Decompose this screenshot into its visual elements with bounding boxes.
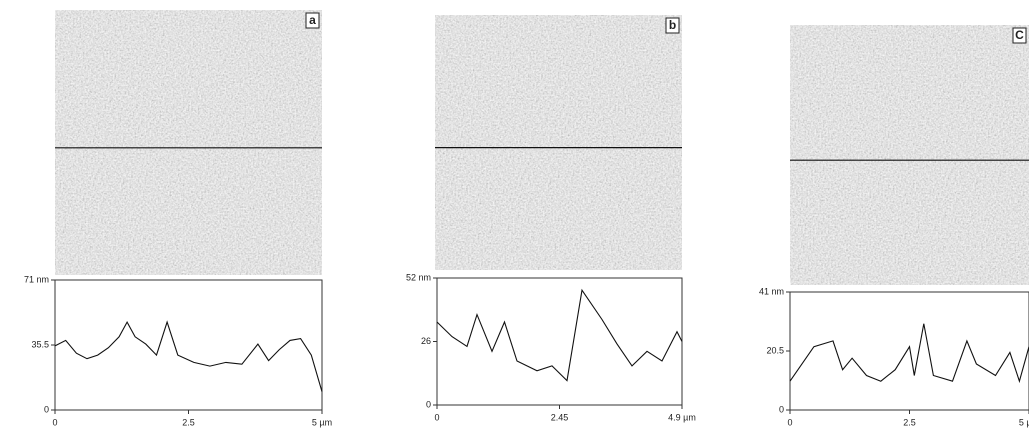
y-tick-label: 52 nm (406, 272, 431, 282)
x-tick-label: 0 (434, 412, 439, 422)
afm-image (55, 10, 322, 275)
profile-frame (54, 279, 323, 411)
height-profile (54, 320, 323, 392)
panel-letter: b (669, 18, 676, 32)
x-tick-label: 2.45 (551, 412, 569, 422)
y-tick-label: 0 (426, 399, 431, 409)
y-tick-label: 0 (779, 404, 784, 414)
profile-frame (789, 291, 1029, 411)
afm-image (790, 25, 1029, 285)
height-profile (436, 288, 683, 382)
x-tick-label: 4.9 µm (668, 412, 696, 422)
y-tick-label: 26 (421, 336, 431, 346)
x-tick-label: 5 µm (1019, 417, 1029, 427)
panel-letter-box (305, 12, 320, 29)
y-tick-label: 41 nm (759, 286, 784, 296)
x-tick-label: 5 µm (312, 417, 332, 427)
y-tick-label: 71 nm (24, 274, 49, 284)
x-tick-label: 0 (52, 417, 57, 427)
y-tick-label: 0 (44, 404, 49, 414)
y-tick-label: 20.5 (766, 345, 784, 355)
panel-letter-box (665, 17, 680, 34)
x-tick-label: 2.5 (182, 417, 195, 427)
x-tick-label: 2.5 (903, 417, 916, 427)
profile-frame (436, 277, 683, 406)
height-profile (789, 323, 1029, 384)
panel-letter: a (309, 13, 316, 27)
afm-image (435, 15, 682, 270)
panel-letter: C (1015, 28, 1024, 42)
panel-letter-box (1012, 27, 1027, 44)
x-tick-label: 0 (787, 417, 792, 427)
y-tick-label: 35.5 (31, 339, 49, 349)
